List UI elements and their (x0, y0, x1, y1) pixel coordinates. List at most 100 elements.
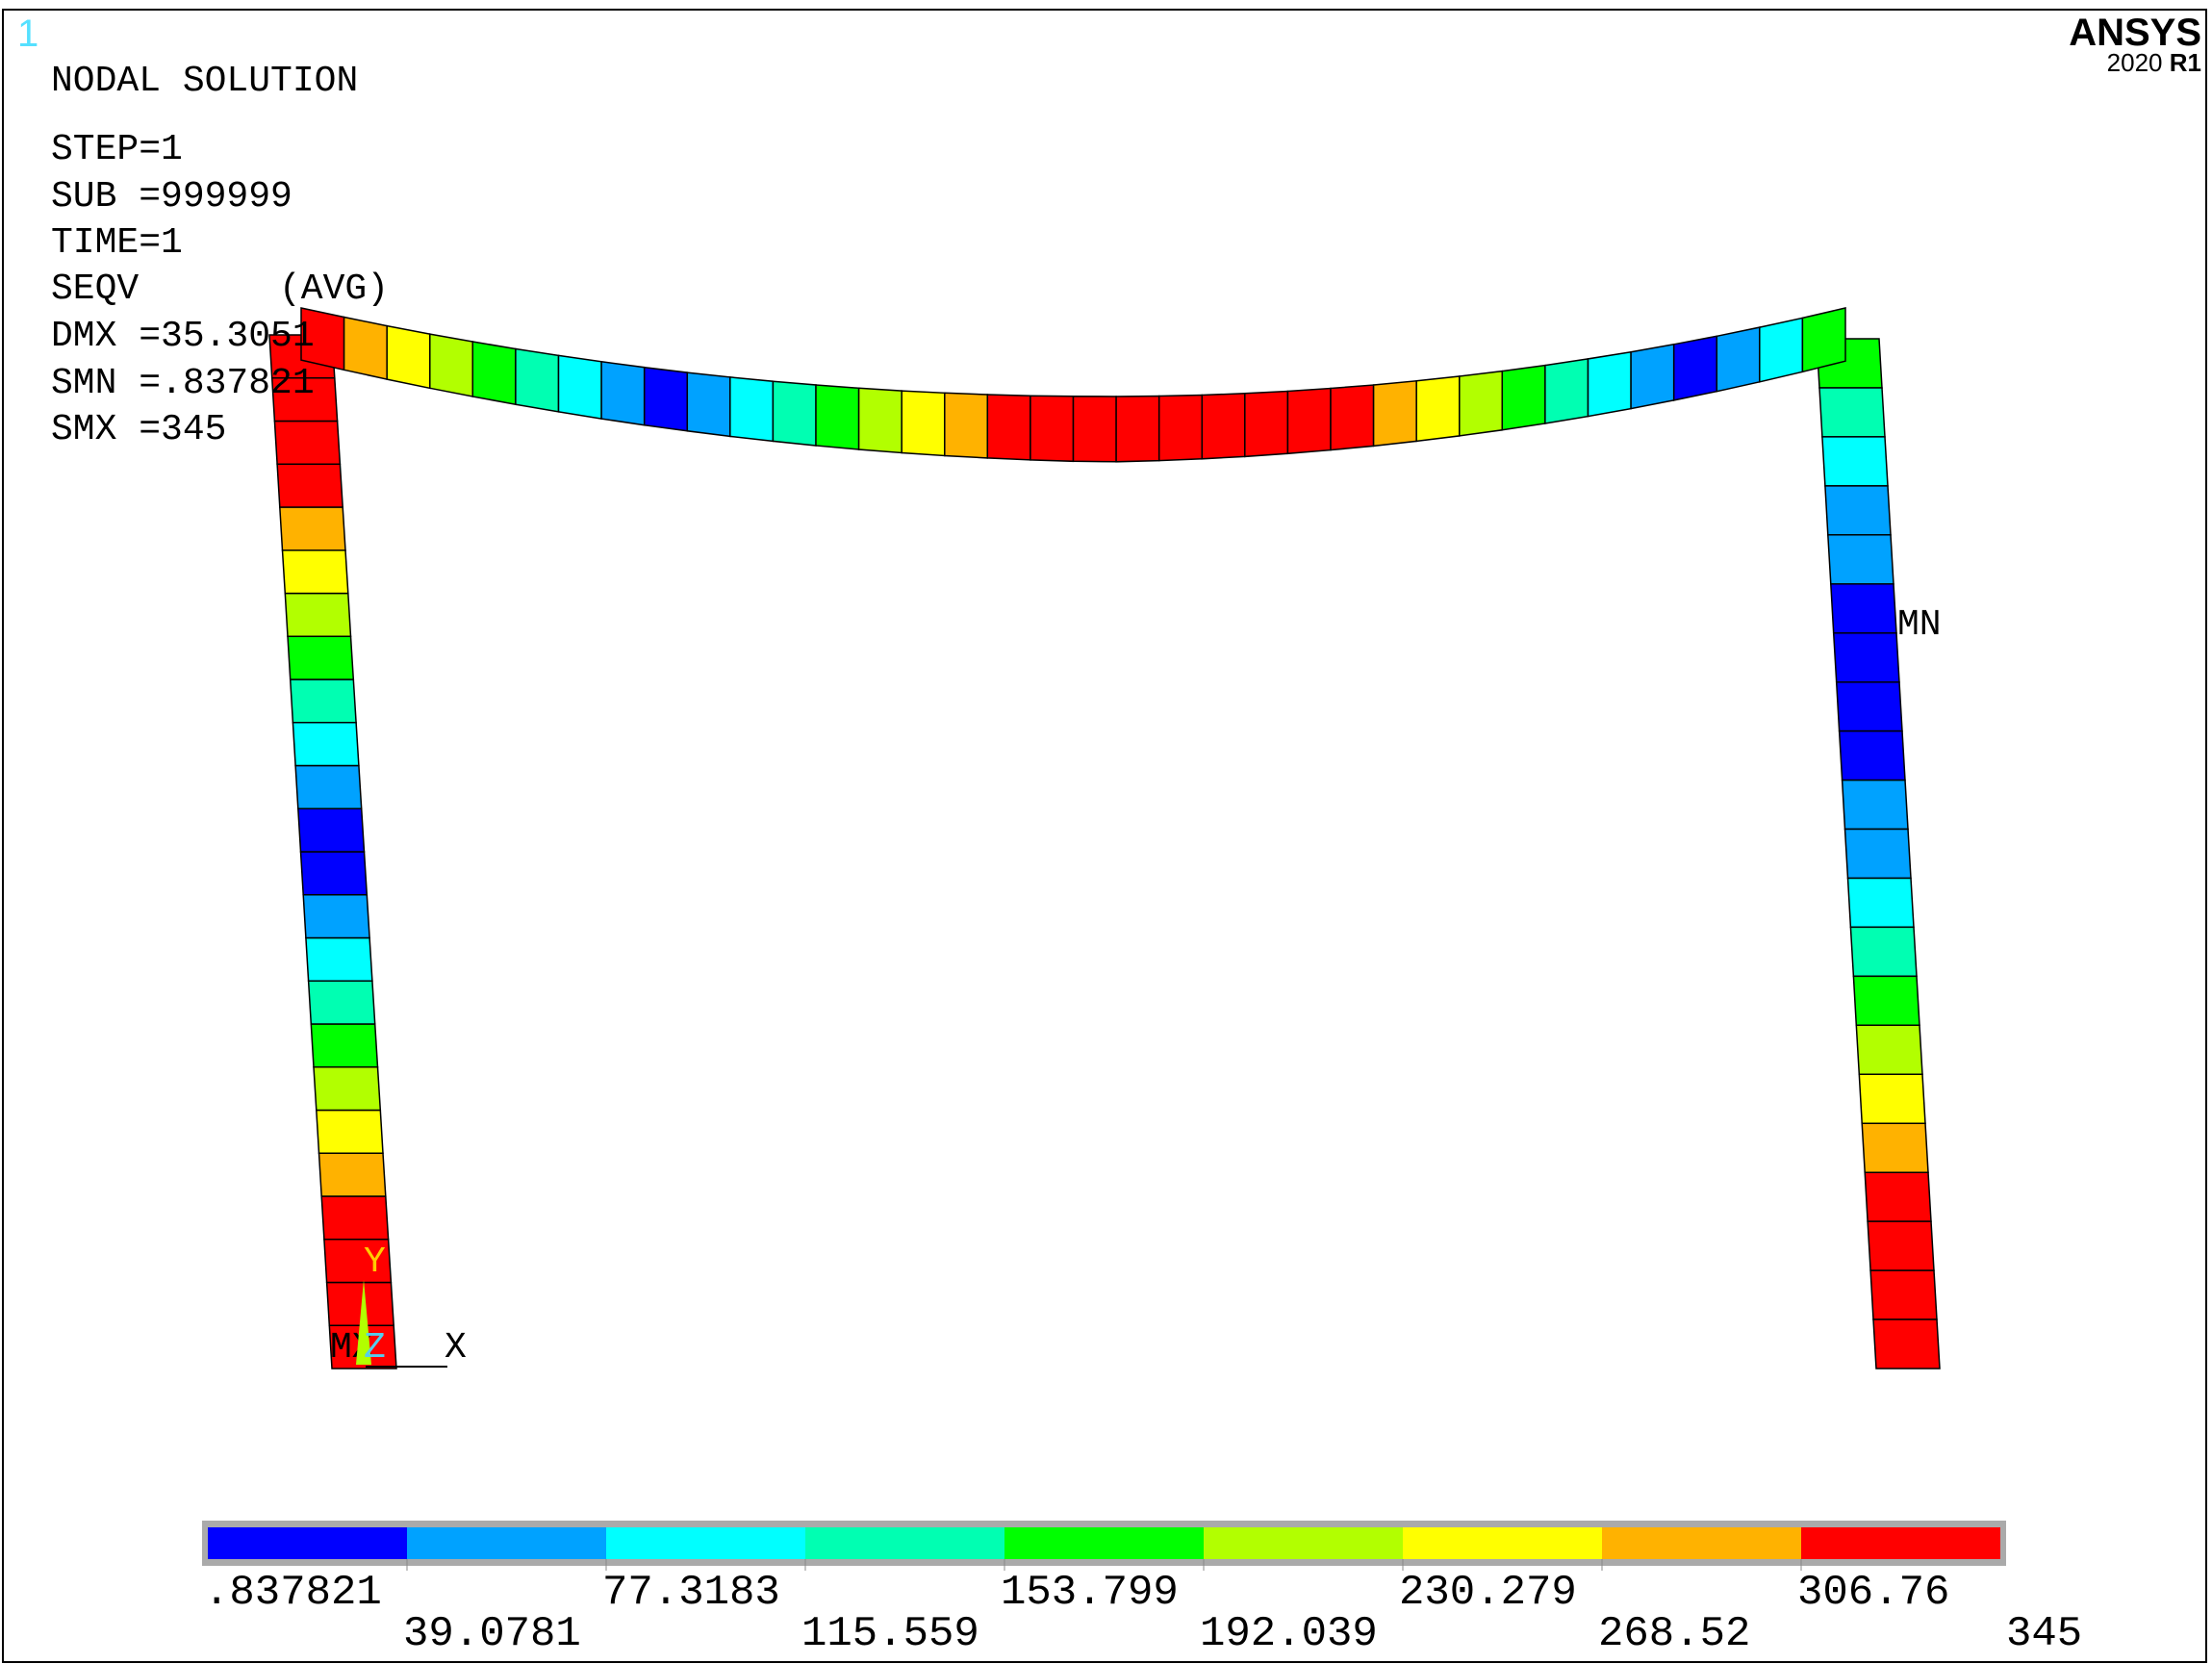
beam-element (1801, 307, 1846, 373)
left-column-element (294, 764, 363, 810)
left-column-element (289, 678, 357, 724)
beam-element (1759, 317, 1804, 383)
beam-element (1672, 335, 1718, 401)
right-column-element (1835, 680, 1903, 732)
beam-element (1030, 395, 1075, 463)
right-column-element (1846, 877, 1915, 929)
time-text: TIME=1 (51, 222, 183, 264)
beam-element (557, 354, 602, 420)
solution-title: NODAL SOLUTION (51, 61, 358, 102)
right-column-element (1855, 1024, 1923, 1076)
left-column-element (284, 592, 352, 638)
window-number: 1 (17, 13, 38, 55)
beam-element (1372, 379, 1417, 448)
legend-label: 192.039 (1200, 1610, 1378, 1658)
right-column-element (1838, 730, 1906, 781)
avg-text: (AVG) (279, 269, 389, 310)
beam-element (343, 316, 388, 381)
triad-x-label: X (445, 1327, 467, 1369)
frame-model (268, 307, 1941, 1370)
left-column-element (320, 1195, 390, 1241)
left-column-element (276, 463, 343, 508)
right-column-element (1830, 583, 1897, 634)
graphics-frame (2, 9, 2207, 1663)
beam-element (1115, 395, 1160, 463)
beam-element (429, 333, 474, 397)
beam-element (1501, 364, 1546, 431)
beam-element (386, 324, 431, 390)
beam-element (1630, 343, 1675, 410)
contour-legend: .837821 39.0781 77.3183 115.559 153.799 192.0… (202, 1521, 2082, 1658)
ansys-logo-version: 2020 R1 (2107, 48, 2201, 77)
right-column-element (1841, 779, 1909, 831)
beam-element (1415, 375, 1461, 443)
beam-element (857, 387, 903, 454)
triad-y-axis-icon (356, 1280, 371, 1365)
legend-label: 268.52 (1598, 1610, 1750, 1658)
right-column-element (1872, 1318, 1941, 1370)
beam-element (772, 380, 817, 447)
legend-label: 77.3183 (602, 1569, 780, 1617)
beam-element (1459, 370, 1504, 437)
right-column-element (1843, 828, 1912, 880)
beam-element (1157, 394, 1204, 462)
left-column-element (281, 550, 349, 595)
right-column-element (1818, 387, 1886, 438)
legend-label: 345 (2006, 1610, 2082, 1658)
beam-element (1201, 393, 1246, 460)
version-suffix: R1 (2170, 48, 2201, 77)
left-column-element (279, 506, 346, 551)
ansys-logo-name: ANSYS (2069, 12, 2201, 54)
right-column-element (1864, 1171, 1932, 1222)
legend-band (208, 1527, 407, 1559)
beam-element (1244, 390, 1289, 458)
step-text: STEP=1 (51, 129, 183, 170)
beam-element (600, 360, 646, 426)
beam-element (986, 394, 1031, 461)
legend-labels: .837821 39.0781 77.3183 115.559 153.799 192.0… (204, 1559, 2082, 1658)
ansys-logo: ANSYS 2020 R1 (2069, 12, 2201, 77)
left-column-element (299, 851, 369, 896)
legend-band (1602, 1527, 1801, 1559)
beam-element (901, 390, 946, 457)
smn-text: SMN =.837821 (51, 363, 315, 404)
right-column-element (1852, 975, 1920, 1027)
right-column-element (1849, 926, 1918, 978)
beam-element (944, 392, 989, 459)
beam-element (471, 341, 517, 406)
legend-label: .837821 (204, 1569, 382, 1617)
left-column-element (310, 1023, 379, 1068)
right-column-element (1821, 436, 1889, 487)
right-column-element (1867, 1220, 1935, 1271)
left-column-element (273, 420, 342, 466)
right-column-element (1827, 534, 1894, 585)
right-column-element (1824, 485, 1892, 536)
left-column-element (292, 722, 360, 767)
sub-text: SUB =999999 (51, 176, 292, 218)
legend-label: 115.559 (801, 1610, 979, 1658)
legend-band (1204, 1527, 1403, 1559)
legend-label: 230.279 (1399, 1569, 1577, 1617)
legend-label: 39.0781 (403, 1610, 581, 1658)
triad-z-label: Z (364, 1327, 386, 1369)
min-marker: MN (1897, 604, 1942, 646)
version-prefix: 2020 (2107, 48, 2163, 77)
beam-element (729, 376, 775, 443)
left-column-element (316, 1109, 384, 1155)
left-column-element (297, 807, 366, 853)
beam-element (686, 371, 731, 438)
beam-element (1072, 396, 1117, 463)
legend-bands (208, 1527, 2000, 1559)
legend-band (407, 1527, 606, 1559)
left-column-element (307, 980, 376, 1025)
right-column-element (1861, 1122, 1929, 1173)
legend-band (1403, 1527, 1602, 1559)
triad-y-label: Y (364, 1242, 386, 1283)
beam-element (815, 384, 860, 450)
left-column-element (313, 1066, 382, 1112)
seqv-text: SEQV (51, 269, 139, 310)
right-column-element (1832, 631, 1900, 683)
legend-band (1004, 1527, 1204, 1559)
left-column-element (302, 894, 370, 939)
